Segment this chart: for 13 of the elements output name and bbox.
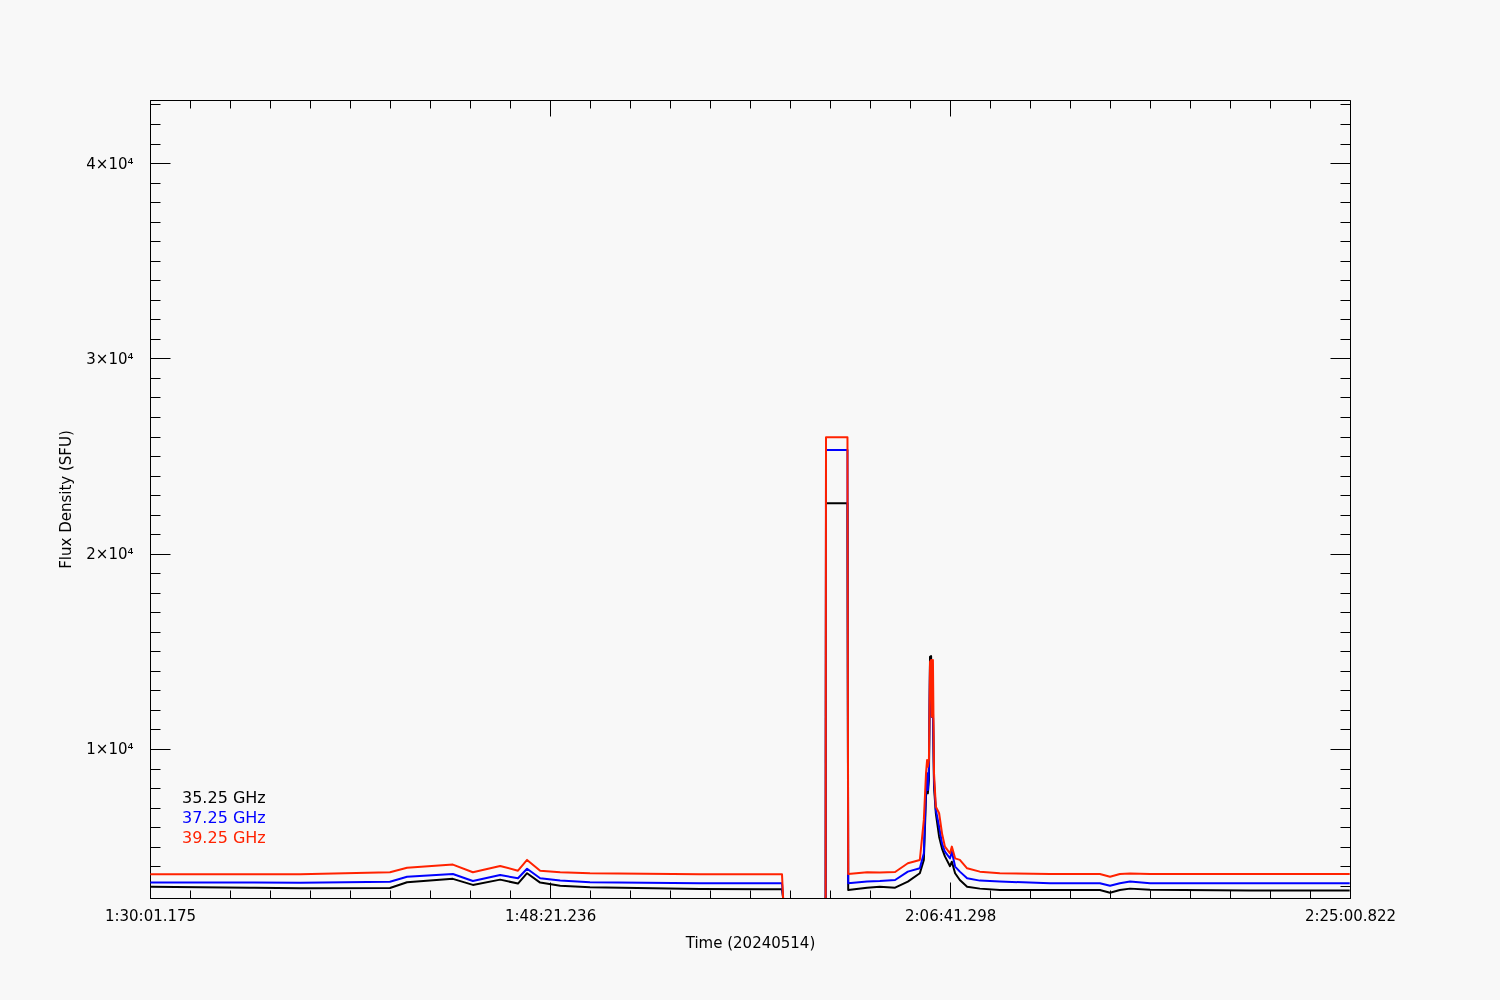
x-tick-label: 2:06:41.298 bbox=[905, 906, 997, 925]
y-tick-label: 3×10⁴ bbox=[86, 349, 134, 368]
text: 37.25 GHz bbox=[182, 808, 266, 827]
y-tick-label: 1×10⁴ bbox=[86, 740, 134, 759]
x-tick-label: 1:30:01.175 bbox=[104, 906, 197, 925]
x-axis-title: Time (20240514) bbox=[684, 933, 816, 952]
text: 35.25 GHz bbox=[182, 788, 266, 807]
y-tick-label: 4×10⁴ bbox=[86, 154, 134, 173]
x-tick-label: 1:48:21.236 bbox=[504, 906, 597, 925]
x-tick-label: 2:25:00.822 bbox=[1304, 906, 1397, 925]
y-tick-label: 2×10⁴ bbox=[86, 545, 134, 564]
y-axis-title: Flux Density (SFU) bbox=[57, 430, 76, 569]
series-label: 39.25 GHz bbox=[182, 828, 266, 847]
